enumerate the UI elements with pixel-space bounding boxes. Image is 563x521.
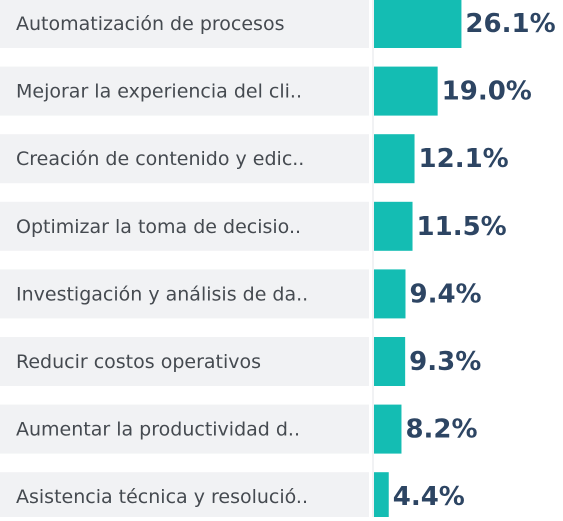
- label-box: [0, 0, 369, 48]
- value-label: 26.1%: [465, 9, 555, 39]
- category-label: Creación de contenido y edic..: [16, 148, 304, 170]
- category-label: Reducir costos operativos: [16, 351, 261, 373]
- value-label: 9.3%: [409, 347, 481, 377]
- bar: [374, 201, 413, 251]
- label-box: [0, 134, 369, 184]
- category-label: Aumentar la productividad d..: [16, 419, 300, 441]
- label-box: [0, 269, 369, 319]
- category-label: Automatización de procesos: [16, 13, 284, 35]
- bar: [374, 269, 406, 319]
- bar: [374, 0, 462, 48]
- value-label: 8.2%: [405, 415, 477, 445]
- category-label: Investigación y análisis de da..: [16, 283, 308, 305]
- bar: [374, 337, 406, 386]
- label-box: [0, 201, 369, 251]
- value-label: 19.0%: [442, 77, 532, 107]
- label-box: [0, 404, 369, 454]
- label-box: [0, 337, 369, 386]
- bar: [374, 134, 415, 184]
- value-label: 9.4%: [409, 279, 481, 309]
- value-label: 4.4%: [393, 482, 465, 512]
- value-label: 11.5%: [417, 212, 507, 242]
- category-label: Asistencia técnica y resolució..: [16, 486, 308, 508]
- category-label: Optimizar la toma de decisio..: [16, 216, 301, 238]
- label-box: [0, 472, 369, 521]
- value-label: 12.1%: [419, 144, 509, 174]
- bar: [374, 404, 402, 454]
- category-label: Mejorar la experiencia del cli..: [16, 81, 302, 103]
- bar: [374, 66, 438, 116]
- bar: [374, 472, 389, 521]
- label-box: [0, 66, 369, 116]
